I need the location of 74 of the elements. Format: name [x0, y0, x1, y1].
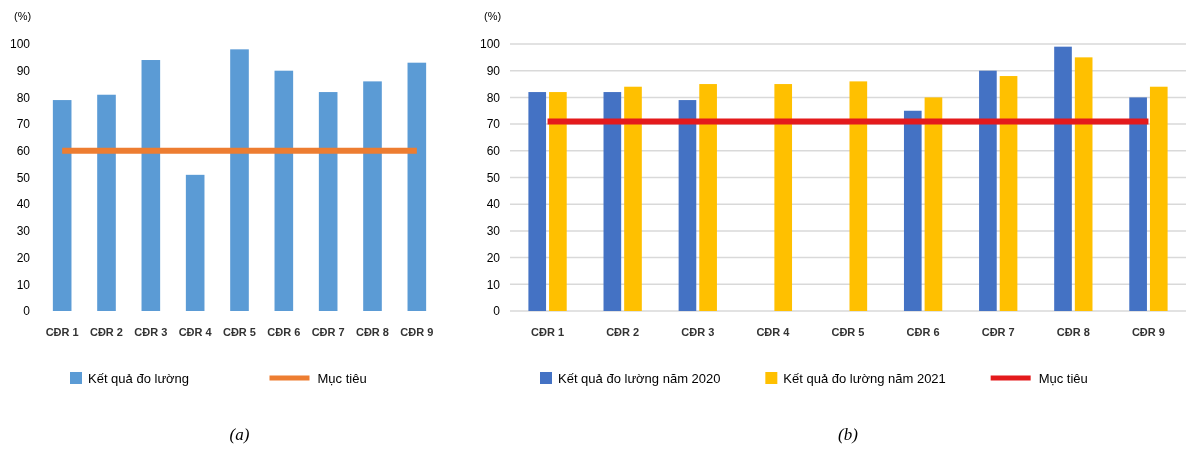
- bar: [141, 60, 161, 311]
- y-tick-label: 80: [16, 90, 31, 105]
- x-tick-label: CĐR 6: [906, 326, 940, 338]
- legend-label: Mục tiêu: [317, 370, 367, 386]
- x-tick-label: CĐR 3: [134, 326, 168, 338]
- bar: [678, 100, 697, 311]
- y-tick-label: 10: [16, 277, 31, 292]
- legend-label: Kết quả đo lường năm 2020: [558, 370, 721, 386]
- bar: [363, 81, 382, 311]
- y-tick-label: 30: [16, 224, 31, 239]
- y-tick-label: 20: [16, 250, 31, 265]
- y-tick-label: 70: [486, 117, 501, 132]
- x-tick-label: CĐR 1: [45, 326, 79, 338]
- x-tick-label: CĐR 7: [311, 326, 345, 338]
- y-tick-label: 70: [16, 117, 31, 132]
- x-tick-label: CĐR 3: [681, 326, 715, 338]
- x-tick-label: CĐR 4: [756, 326, 791, 338]
- legend-label: Kết quả đo lường: [88, 370, 190, 386]
- legend-label: Kết quả đo lường năm 2021: [783, 370, 946, 386]
- bar: [1074, 57, 1093, 311]
- bar: [52, 100, 72, 311]
- y-tick-label: 60: [486, 144, 501, 158]
- y-tick-label: 30: [486, 224, 501, 239]
- y-tick-label: 100: [479, 37, 501, 52]
- bar: [624, 86, 642, 311]
- y-tick-label: 20: [486, 250, 501, 265]
- x-tick-label: CĐR 1: [531, 326, 565, 338]
- bar: [849, 81, 868, 311]
- bar: [549, 92, 567, 311]
- y-tick-label: 50: [486, 170, 501, 185]
- x-tick-label: CĐR 2: [89, 326, 124, 338]
- legend-label: Mục tiêu: [1038, 370, 1088, 386]
- bar: [903, 110, 922, 311]
- x-tick-label: CĐR 5: [222, 326, 257, 338]
- y-tick-label: 10: [486, 277, 501, 292]
- bar: [774, 84, 793, 311]
- y-tick-label: 40: [16, 197, 31, 212]
- bar: [1129, 97, 1147, 311]
- bar: [528, 92, 547, 311]
- y-tick-label: 100: [9, 37, 31, 52]
- y-tick-label: 60: [16, 144, 31, 158]
- x-tick-label: CĐR 6: [267, 326, 301, 338]
- x-tick-label: CĐR 5: [831, 326, 865, 338]
- y-tick-label: 0: [23, 304, 31, 319]
- y-tick-label: 90: [16, 63, 31, 78]
- y-axis-title: (%): [14, 10, 32, 22]
- bar: [699, 84, 717, 311]
- bar: [1149, 86, 1168, 311]
- bar: [1054, 46, 1072, 311]
- y-axis-title: (%): [484, 10, 502, 22]
- y-tick-label: 40: [486, 197, 501, 212]
- bar: [318, 92, 338, 311]
- bar: [603, 92, 622, 311]
- x-tick-label: CĐR 9: [400, 326, 434, 338]
- text: (a): [229, 425, 250, 444]
- y-tick-label: 50: [16, 170, 31, 185]
- bar: [924, 97, 943, 311]
- x-tick-label: CĐR 8: [355, 326, 390, 338]
- y-tick-label: 90: [486, 63, 501, 78]
- bar: [230, 49, 249, 311]
- x-tick-label: CĐR 8: [1056, 326, 1090, 338]
- x-tick-label: CĐR 7: [981, 326, 1015, 338]
- x-tick-label: CĐR 4: [178, 326, 213, 338]
- text: (b): [838, 425, 859, 444]
- bar: [274, 70, 294, 311]
- bar: [185, 174, 205, 311]
- x-tick-label: CĐR 9: [1131, 326, 1165, 338]
- y-tick-label: 80: [486, 90, 501, 105]
- y-tick-label: 0: [493, 304, 501, 319]
- bar: [407, 62, 427, 311]
- x-tick-label: CĐR 2: [606, 326, 640, 338]
- bar: [999, 76, 1018, 311]
- bar: [979, 70, 997, 311]
- bar: [97, 94, 116, 311]
